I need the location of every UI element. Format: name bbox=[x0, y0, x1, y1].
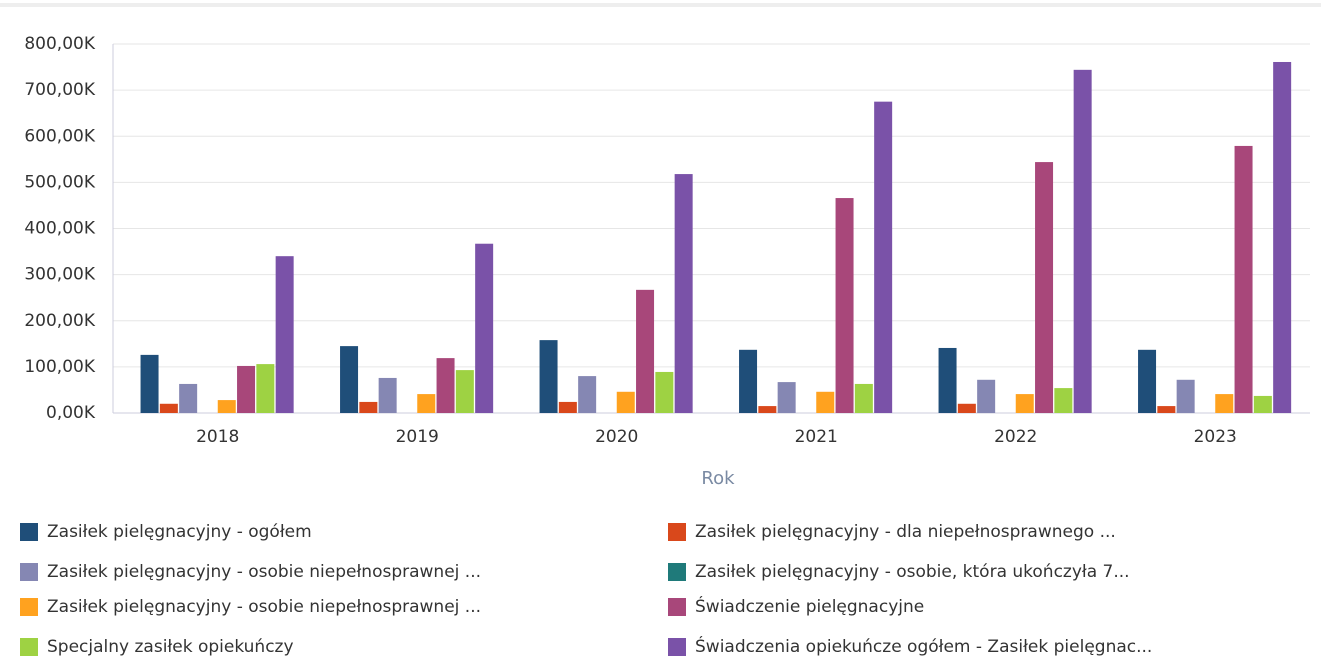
bar bbox=[977, 379, 996, 413]
bar bbox=[777, 382, 796, 413]
legend-label: Zasiłek pielęgnacyjny - dla niepełnospra… bbox=[695, 522, 1116, 542]
bar bbox=[835, 198, 854, 413]
bar bbox=[237, 365, 256, 413]
legend-swatch bbox=[20, 598, 38, 616]
x-tick-label: 2022 bbox=[994, 427, 1037, 447]
legend-swatch bbox=[20, 563, 38, 581]
bar bbox=[256, 364, 275, 413]
x-tick-label: 2021 bbox=[795, 427, 838, 447]
bar bbox=[1138, 349, 1157, 413]
bar bbox=[275, 256, 294, 413]
bar bbox=[957, 403, 976, 413]
bar bbox=[558, 401, 577, 413]
bar bbox=[1035, 162, 1054, 413]
x-tick-label: 2023 bbox=[1194, 427, 1237, 447]
legend-swatch bbox=[668, 523, 686, 541]
y-tick-label: 500,00K bbox=[24, 172, 95, 192]
legend-label: Świadczenia opiekuńcze ogółem - Zasiłek … bbox=[695, 635, 1152, 657]
x-tick-label: 2018 bbox=[196, 427, 239, 447]
y-tick-label: 800,00K bbox=[24, 34, 95, 54]
bar bbox=[1273, 61, 1292, 414]
bar bbox=[217, 400, 236, 413]
bar bbox=[1073, 69, 1092, 413]
legend-swatch bbox=[20, 523, 38, 541]
bar bbox=[616, 391, 635, 413]
bar bbox=[1015, 394, 1034, 413]
y-tick-label: 600,00K bbox=[24, 126, 95, 146]
bar bbox=[140, 354, 159, 413]
legend-swatch bbox=[668, 638, 686, 656]
y-tick-label: 300,00K bbox=[24, 265, 95, 285]
bar bbox=[578, 376, 597, 413]
legend-label: Zasiłek pielęgnacyjny - osobie niepełnos… bbox=[47, 562, 481, 582]
bar bbox=[179, 383, 198, 413]
bar bbox=[417, 394, 436, 413]
bar bbox=[674, 174, 693, 413]
bar bbox=[1253, 395, 1272, 413]
legend-label: Specjalny zasiłek opiekuńczy bbox=[47, 637, 294, 657]
bar bbox=[1176, 379, 1195, 413]
bar bbox=[1215, 394, 1234, 413]
bar bbox=[938, 347, 957, 413]
bar bbox=[1234, 145, 1253, 413]
bar bbox=[655, 371, 674, 413]
x-tick-label: 2019 bbox=[396, 427, 439, 447]
legend-label: Zasiłek pielęgnacyjny - osobie niepełnos… bbox=[47, 597, 481, 617]
bar bbox=[359, 401, 378, 413]
x-axis-title: Rok bbox=[701, 468, 735, 489]
bar bbox=[539, 340, 558, 413]
bar bbox=[758, 406, 777, 413]
y-tick-label: 100,00K bbox=[24, 357, 95, 377]
bar bbox=[739, 349, 758, 413]
legend-label: Zasiłek pielęgnacyjny - ogółem bbox=[47, 522, 312, 542]
bar bbox=[159, 403, 178, 413]
y-tick-label: 200,00K bbox=[24, 311, 95, 331]
bar bbox=[340, 346, 359, 413]
x-tick-label: 2020 bbox=[595, 427, 638, 447]
legend-label: Świadczenie pielęgnacyjne bbox=[695, 595, 924, 617]
bar bbox=[636, 289, 655, 413]
top-bar bbox=[0, 3, 1321, 7]
bar bbox=[874, 101, 893, 413]
bar bbox=[378, 377, 397, 413]
legend-label: Zasiłek pielęgnacyjny - osobie, która uk… bbox=[695, 562, 1130, 582]
bar bbox=[816, 391, 835, 413]
bar bbox=[436, 358, 455, 413]
legend-swatch bbox=[668, 598, 686, 616]
y-tick-label: 400,00K bbox=[24, 219, 95, 239]
legend-swatch bbox=[668, 563, 686, 581]
bar bbox=[1054, 388, 1073, 413]
y-tick-label: 700,00K bbox=[24, 80, 95, 100]
bar bbox=[455, 370, 474, 413]
bar bbox=[854, 383, 873, 413]
y-tick-label: 0,00K bbox=[46, 403, 96, 423]
bar bbox=[475, 243, 494, 413]
legend-swatch bbox=[20, 638, 38, 656]
bar bbox=[1157, 406, 1176, 413]
